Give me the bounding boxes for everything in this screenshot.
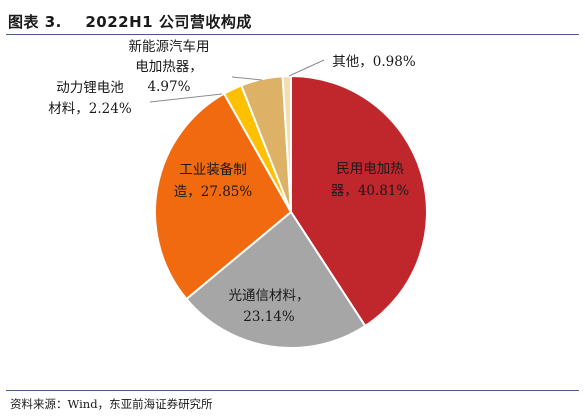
slice-label-4: 动力锂电池材料，2.24% [48, 80, 132, 117]
slice-label-2: 光通信材料， 23.14% [229, 288, 310, 325]
source-note: 资料来源：Wind，东亚前海证券研究所 [10, 397, 213, 411]
pie-slice-2 [185, 210, 367, 349]
figure-header: 图表 3. 2022H1 公司营收构成 [6, 6, 579, 35]
slice-label-3: 工业装备制造，27.85% [174, 161, 253, 200]
figure-title: 图表 3. 2022H1 公司营收构成 [8, 13, 252, 31]
leader-line-5 [231, 76, 263, 81]
slice-label-6: 其他，0.98% [332, 54, 416, 70]
footer-rule [6, 390, 579, 391]
leader-line-6 [288, 59, 325, 77]
pie-chart-svg: 民用电加热器，40.81% 光通信材料， 23.14% 工业装备制造，27.85% 动力… [48, 38, 429, 349]
pie-slice-3 [154, 92, 293, 301]
leader-line-4 [149, 93, 223, 103]
slice-label-5: 新能源汽车用电加热器， 4.97% [129, 38, 210, 95]
slice-label-1: 民用电加热器，40.81% [331, 161, 410, 199]
pie-chart: 民用电加热器，40.81% 光通信材料， 23.14% 工业装备制造，27.85% 动力… [0, 36, 585, 384]
pie-slice-6 [281, 74, 292, 213]
